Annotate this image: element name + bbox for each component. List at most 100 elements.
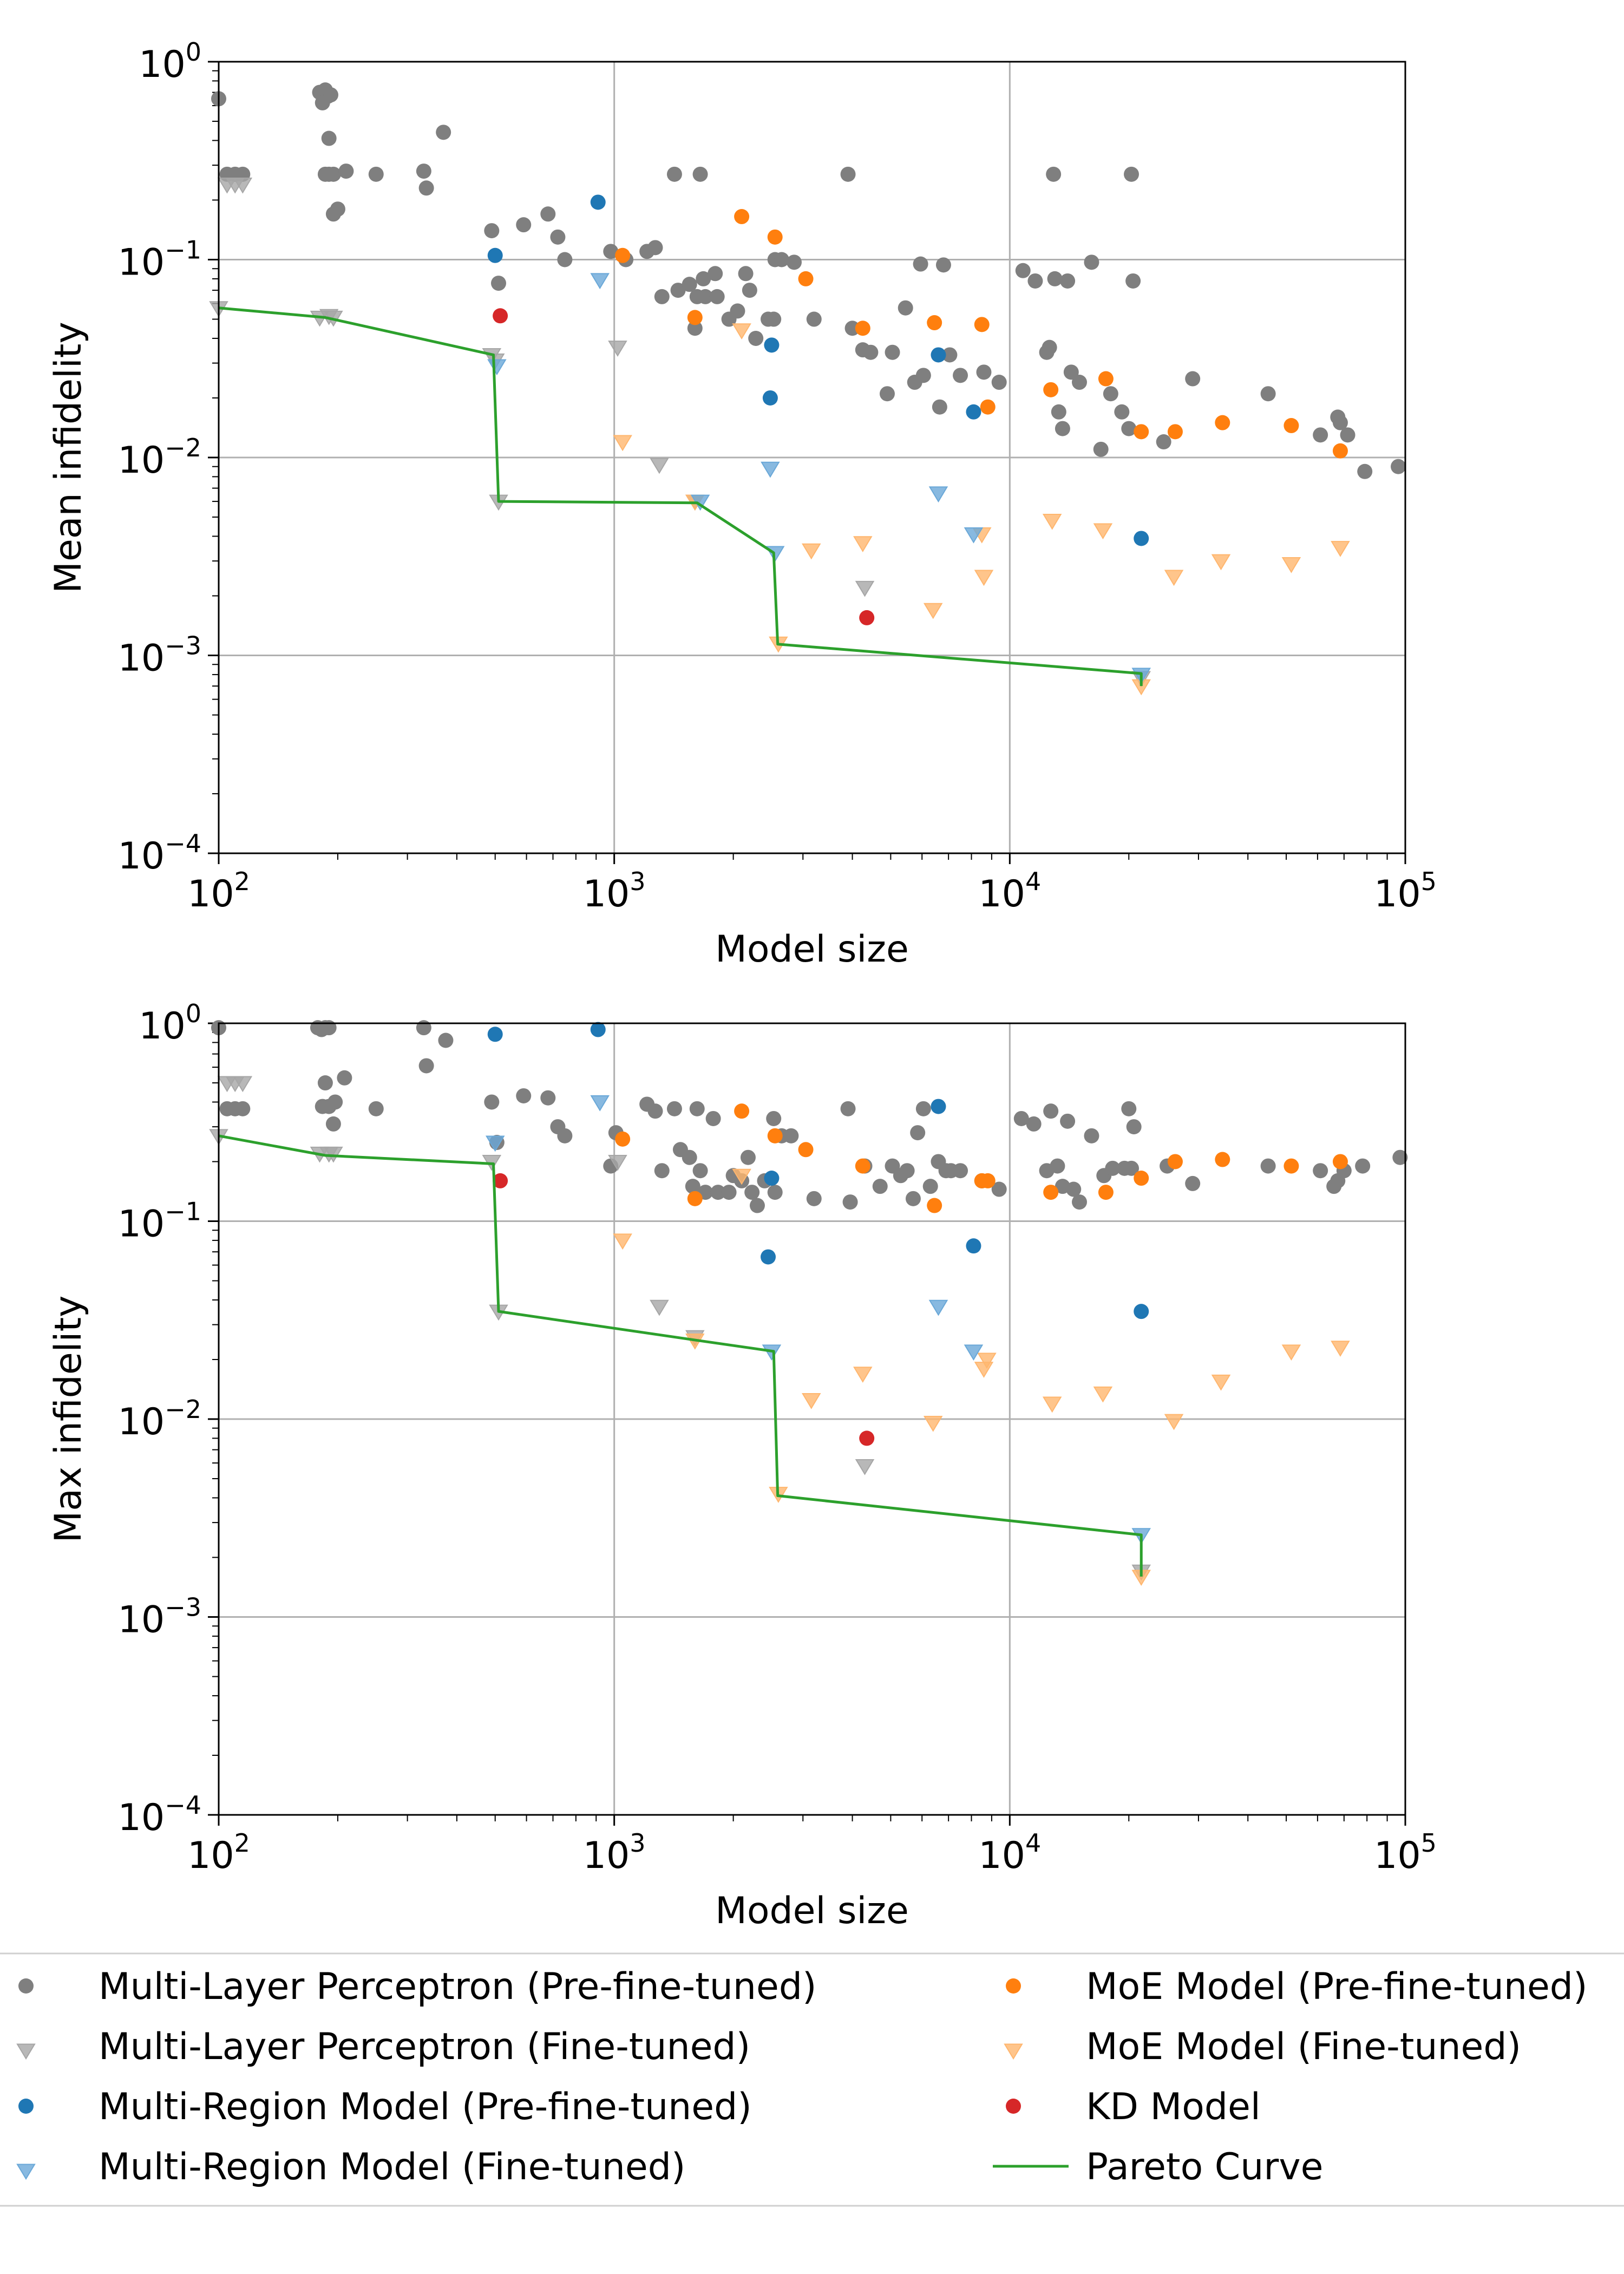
mlp-point xyxy=(842,1194,858,1210)
mlp-point xyxy=(1313,1163,1328,1179)
legend-item-mlp-ft: Multi-Layer Perceptron (Fine-tuned) xyxy=(16,2025,750,2068)
y-tick-label: 10−3 xyxy=(118,631,201,680)
mlp-point xyxy=(317,1075,333,1091)
moe-point xyxy=(767,229,783,245)
mlp-point xyxy=(1357,463,1373,479)
mlp-point xyxy=(915,1101,931,1116)
mlp-point xyxy=(540,206,556,222)
mlp-point xyxy=(550,229,566,245)
mlp-point xyxy=(540,1090,556,1106)
x-tick-label: 102 xyxy=(187,1828,250,1877)
mlp-point xyxy=(1042,339,1057,355)
mr-point xyxy=(764,337,780,353)
mlp-point xyxy=(976,364,992,380)
moe-ft-point xyxy=(853,1367,873,1383)
data-layer xyxy=(209,82,1406,696)
moe-point xyxy=(855,1158,870,1174)
mlp-point xyxy=(325,1116,341,1132)
mlp-point xyxy=(368,1101,384,1116)
legend-marker-swatch xyxy=(1006,2099,1021,2114)
mlp-ft-point xyxy=(650,458,669,474)
mr-point xyxy=(764,1171,780,1186)
moe-point xyxy=(1098,371,1114,387)
mr-point xyxy=(931,1099,946,1114)
mlp-ft-point xyxy=(233,178,253,194)
moe-ft-point xyxy=(1211,1374,1231,1391)
mlp-point xyxy=(603,244,619,259)
x-axis-label: Model size xyxy=(715,1890,909,1932)
mlp-point xyxy=(1060,273,1076,289)
mr-ft-point xyxy=(590,273,610,290)
legend-label: Multi-Layer Perceptron (Fine-tuned) xyxy=(99,2025,750,2068)
mlp-point xyxy=(516,217,532,233)
mlp-point xyxy=(666,1101,682,1116)
moe-point xyxy=(1215,1152,1230,1167)
mean-infidelity-chart: 102 103 104 105 100 10−1 10−2 10−3 10−4 Model siz… xyxy=(47,37,1437,971)
mlp-point xyxy=(516,1088,532,1103)
mlp-point xyxy=(783,1128,799,1143)
moe-ft-point xyxy=(732,323,751,339)
legend-marker-swatch xyxy=(1004,2043,1023,2060)
y-tick-label: 100 xyxy=(139,999,201,1048)
y-tick-label: 10−2 xyxy=(118,1395,201,1443)
mr-ft-point xyxy=(928,486,948,503)
kd-point xyxy=(859,610,875,625)
legend-marker-swatch xyxy=(16,2043,36,2060)
mlp-point xyxy=(922,1179,938,1194)
mlp-ft-point xyxy=(233,1076,253,1093)
x-tick-label: 103 xyxy=(583,1828,646,1877)
mlp-point xyxy=(787,254,802,270)
mlp-point xyxy=(1026,1116,1042,1132)
mr-point xyxy=(966,1238,981,1254)
series-mr-ft xyxy=(485,1095,1151,1544)
series-mlp xyxy=(211,1020,1408,1213)
moe-point xyxy=(980,1173,996,1188)
series-kd xyxy=(493,1173,875,1446)
mlp-point xyxy=(744,1185,760,1200)
legend-label: KD Model xyxy=(1086,2086,1261,2128)
mlp-point xyxy=(749,1198,765,1213)
legend: Multi-Layer Perceptron (Pre-fine-tuned) M… xyxy=(0,1952,1624,2207)
legend-item-moe-ft: MoE Model (Fine-tuned) xyxy=(1004,2025,1521,2068)
legend-item-mr-ft: Multi-Region Model (Fine-tuned) xyxy=(16,2146,685,2188)
mlp-ft-point xyxy=(650,1299,669,1316)
x-axis-label: Model size xyxy=(715,928,909,971)
mlp-point xyxy=(1071,375,1087,390)
moe-point xyxy=(615,1131,631,1147)
mlp-point xyxy=(321,130,337,146)
y-tick-label: 10−4 xyxy=(118,829,201,878)
mr-point xyxy=(590,194,606,210)
mlp-point xyxy=(1114,404,1130,420)
mlp-point xyxy=(742,283,757,298)
mr-point xyxy=(487,1027,503,1042)
x-tick-label: 104 xyxy=(978,867,1041,916)
mlp-point xyxy=(1313,427,1328,443)
moe-ft-point xyxy=(613,435,632,452)
mlp-point xyxy=(1121,1101,1137,1116)
mlp-point xyxy=(323,87,338,103)
plot-frame xyxy=(218,61,1406,854)
mlp-point xyxy=(418,180,434,196)
mr-ft-point xyxy=(485,1135,505,1152)
mlp-point xyxy=(368,166,384,182)
moe-ft-point xyxy=(923,1415,943,1432)
mr-point xyxy=(487,247,503,263)
mlp-point xyxy=(682,277,697,292)
mlp-point xyxy=(670,283,686,298)
mlp-point xyxy=(774,252,789,267)
mlp-point xyxy=(1051,404,1066,420)
mlp-point xyxy=(1084,1128,1099,1143)
legend-item-moe: MoE Model (Pre-fine-tuned) xyxy=(1006,1965,1588,2008)
mlp-point xyxy=(942,347,958,363)
legend-item-mr: Multi-Region Model (Pre-fine-tuned) xyxy=(18,2086,752,2128)
legend-item-pareto: Pareto Curve xyxy=(993,2146,1323,2188)
y-tick-label: 10−4 xyxy=(118,1791,201,1839)
series-pareto xyxy=(218,1134,1143,1577)
moe-point xyxy=(927,315,942,331)
moe-ft-point xyxy=(1281,557,1301,573)
mlp-point xyxy=(1156,434,1171,450)
mlp-point xyxy=(1013,1110,1029,1126)
mlp-point xyxy=(1355,1158,1371,1174)
mlp-point xyxy=(1043,1103,1059,1119)
mlp-point xyxy=(740,1149,756,1165)
